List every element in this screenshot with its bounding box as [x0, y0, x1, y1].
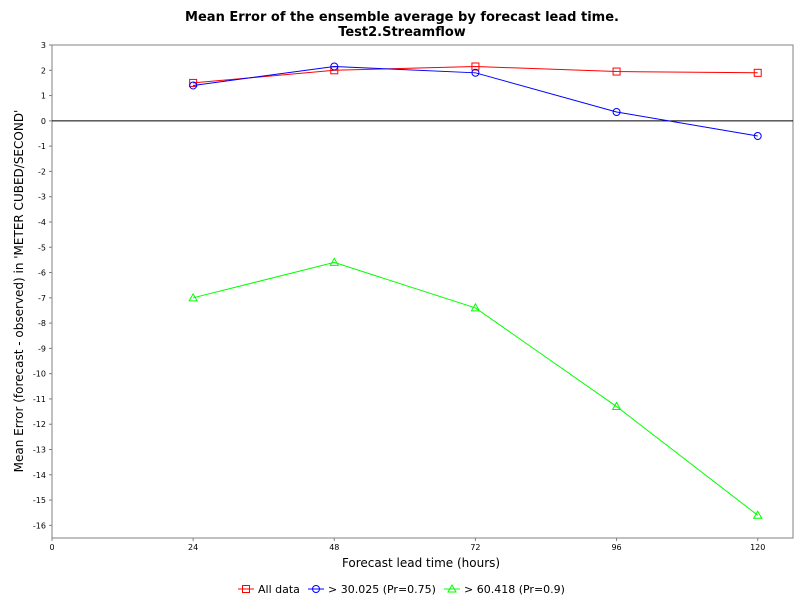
chart-title: Mean Error of the ensemble average by fo…: [185, 10, 619, 25]
y-tick-label: -8: [38, 319, 46, 328]
y-tick-label: 3: [41, 41, 46, 50]
y-tick-label: 1: [41, 92, 46, 101]
series-2: [189, 62, 762, 141]
legend-marker: [242, 585, 250, 593]
y-tick-label: -1: [38, 142, 46, 151]
chart-subtitle: Test2.Streamflow: [338, 25, 466, 40]
y-tick-label: -2: [38, 167, 46, 176]
x-tick-label: 48: [329, 543, 339, 552]
data-point: [753, 132, 762, 141]
legend-item: > 30.025 (Pr=0.75): [308, 583, 436, 596]
legend-item: All data: [238, 583, 300, 596]
y-tick-label: -3: [38, 193, 46, 202]
series-3: [188, 257, 763, 519]
series-line: [193, 65, 758, 137]
x-tick-label: 96: [611, 543, 621, 552]
legend-marker: [447, 583, 457, 593]
y-axis: 3 2 1 0 -1 -2 -3 -4 -5 -6 -7 -8 -9 -10 -11 -12 -13 -14 -15…: [33, 41, 52, 530]
y-tick-label: -10: [33, 370, 46, 379]
y-tick-label: -4: [38, 218, 46, 227]
legend-label: > 30.025 (Pr=0.75): [328, 583, 436, 596]
y-tick-label: -15: [33, 496, 46, 505]
legend: All data > 30.025 (Pr=0.75) > 60.418 (Pr=0…: [238, 583, 565, 596]
y-axis-label: Mean Error (forecast - observed) in 'MET…: [12, 110, 26, 473]
x-axis-label: Forecast lead time (hours): [342, 556, 500, 570]
data-point: [329, 257, 340, 266]
x-tick-label: 24: [188, 543, 198, 552]
data-point: [330, 62, 339, 71]
x-tick-label: 72: [470, 543, 480, 552]
x-tick-label: 120: [750, 543, 765, 552]
y-tick-label: -7: [38, 294, 46, 303]
y-tick-label: 2: [41, 66, 46, 75]
data-point: [471, 62, 480, 71]
legend-item: > 60.418 (Pr=0.9): [444, 583, 565, 596]
series-line: [193, 65, 758, 84]
legend-label: > 60.418 (Pr=0.9): [464, 583, 565, 596]
legend-label: All data: [258, 583, 300, 596]
data-point: [189, 78, 198, 87]
y-tick-label: -13: [33, 446, 46, 455]
data-point: [470, 302, 481, 312]
data-point: [189, 81, 198, 90]
data-point: [612, 107, 621, 116]
x-axis: 0 24 48 72 96 120: [49, 538, 765, 552]
y-tick-label: -11: [33, 395, 46, 404]
y-tick-label: -9: [38, 344, 46, 353]
y-tick-label: 0: [41, 117, 46, 126]
data-point: [611, 401, 622, 411]
y-tick-label: -5: [38, 243, 46, 252]
data-point: [471, 68, 480, 77]
data-point: [753, 68, 762, 77]
data-point: [612, 67, 621, 76]
series-line: [193, 261, 759, 516]
plot-area: [51, 44, 794, 539]
data-point: [188, 292, 199, 302]
x-tick-label: 0: [49, 543, 54, 552]
y-tick-label: -16: [33, 521, 46, 530]
legend-marker: [312, 585, 320, 593]
data-point: [752, 510, 763, 519]
y-tick-label: -6: [38, 269, 46, 278]
y-tick-label: -12: [33, 420, 46, 429]
y-tick-label: -14: [33, 471, 46, 480]
series-layer: [188, 62, 763, 519]
